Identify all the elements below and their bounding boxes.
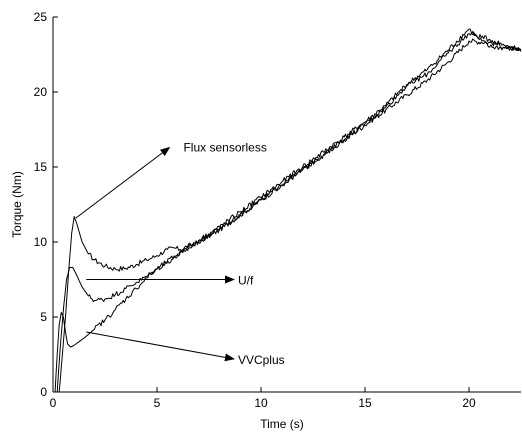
- y-tick-label: 0: [40, 385, 47, 399]
- annotation-label-1: Flux sensorless: [183, 141, 266, 155]
- x-tick-label: 5: [154, 396, 161, 410]
- series-line-2: [56, 32, 522, 393]
- series-line-3: [54, 28, 522, 393]
- y-tick-label: 5: [40, 310, 47, 324]
- annotation-label-2: U/f: [238, 274, 254, 288]
- annotation-label-3: VVCplus: [238, 353, 285, 367]
- x-tick-label: 15: [358, 396, 372, 410]
- x-tick-label: 0: [50, 396, 57, 410]
- x-tick-label: 10: [254, 396, 268, 410]
- axes: 0 5 10 15 20 0 5 10 15 20 25 Time (s) Torque (Nm): [10, 10, 521, 431]
- series-layer: [54, 28, 522, 393]
- y-tick-label: 10: [34, 235, 48, 249]
- y-tick-label: 25: [34, 10, 48, 24]
- y-axis-label: Torque (Nm): [10, 171, 24, 238]
- y-tick-label: 20: [34, 85, 48, 99]
- annotation-arrow-1: [75, 146, 171, 219]
- annotation-arrow-3: [86, 331, 235, 362]
- x-axis-label: Time (s): [260, 417, 304, 431]
- series-line-1: [58, 38, 522, 393]
- y-tick-label: 15: [34, 160, 48, 174]
- annotations: Flux sensorless U/f VVCplus: [75, 141, 285, 367]
- x-tick-label: 20: [462, 396, 476, 410]
